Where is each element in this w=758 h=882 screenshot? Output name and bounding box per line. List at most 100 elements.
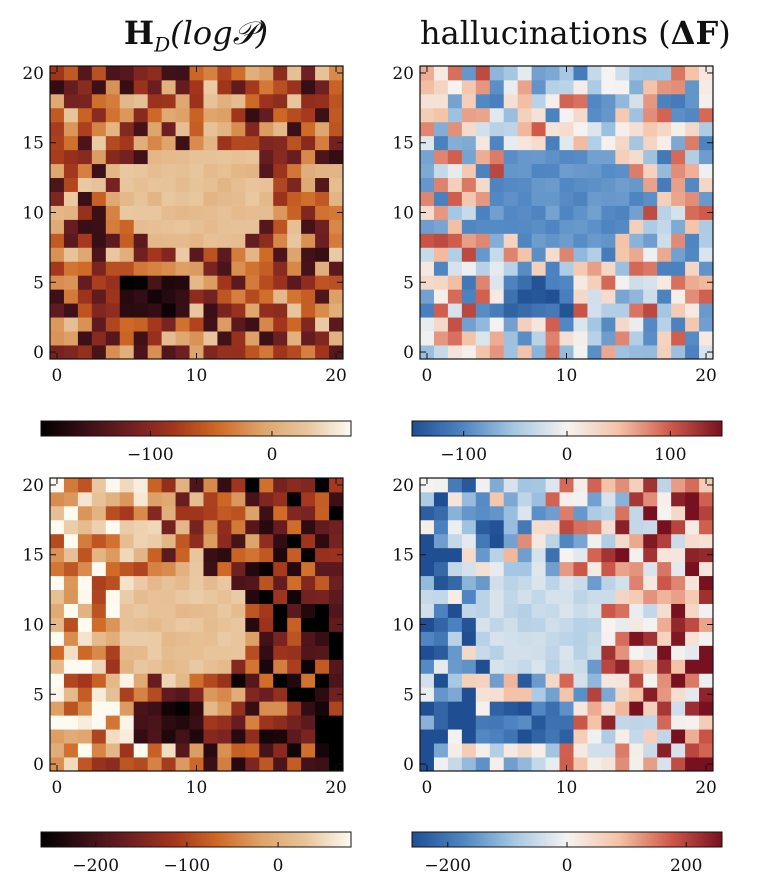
heatmap-cell: [161, 519, 176, 535]
heatmap-cell: [433, 177, 449, 192]
heatmap-cell: [685, 303, 700, 318]
heatmap-cell: [587, 673, 602, 688]
heatmap-cell: [147, 79, 163, 95]
heatmap-cell: [531, 149, 546, 165]
heatmap-cell: [503, 575, 519, 591]
heatmap-cell: [259, 66, 274, 81]
heatmap-cell: [273, 163, 288, 179]
heatmap-cell: [671, 673, 686, 688]
heatmap-cell: [119, 701, 135, 716]
heatmap-cell: [50, 631, 65, 646]
heatmap-cell: [189, 191, 204, 206]
heatmap-cell: [629, 617, 644, 632]
heatmap-cell: [559, 589, 574, 604]
heatmap-cell: [133, 331, 149, 346]
heatmap-cell: [287, 163, 302, 179]
heatmap-cell: [301, 715, 316, 730]
heatmap-cell: [615, 303, 630, 318]
heatmap-cell: [531, 631, 546, 646]
heatmap-cell: [601, 575, 616, 591]
heatmap-cell: [133, 505, 149, 521]
heatmap-cell: [203, 715, 218, 730]
heatmap-cell: [231, 478, 246, 493]
heatmap-cell: [315, 645, 330, 660]
heatmap-cell: [615, 317, 630, 332]
heatmap-cell: [643, 219, 658, 234]
heatmap-cell: [685, 701, 700, 716]
heatmap-cell: [671, 317, 686, 332]
heatmap-cell: [531, 687, 546, 702]
heatmap-cell: [189, 687, 204, 702]
heatmap-cell: [119, 505, 135, 521]
heatmap-cell: [643, 331, 658, 346]
heatmap-cell: [217, 687, 232, 702]
heatmap-cell: [489, 79, 505, 95]
heatmap-cell: [119, 66, 135, 81]
heatmap-cell: [273, 233, 288, 248]
heatmap-cell: [559, 631, 574, 646]
heatmap-cell: [587, 66, 602, 81]
heatmap-cell: [531, 575, 546, 591]
heatmap-cell: [615, 743, 630, 758]
colorbar-gradient: [40, 420, 352, 437]
y-tick-label: 15: [22, 546, 44, 566]
heatmap-cell: [531, 135, 546, 151]
heatmap-cell: [315, 135, 330, 151]
heatmap-cell: [119, 715, 135, 730]
heatmap-cell: [657, 107, 672, 123]
heatmap-cell: [329, 93, 344, 109]
heatmap-cell: [301, 163, 316, 179]
heatmap-cell: [287, 519, 302, 535]
heatmap-cell: [50, 757, 65, 772]
heatmap-cell: [531, 505, 546, 521]
heatmap-cell: [461, 547, 477, 563]
heatmap-cell: [461, 219, 477, 234]
heatmap-cell: [63, 219, 79, 234]
heatmap-cell: [615, 66, 630, 81]
heatmap-cell: [147, 317, 163, 332]
heatmap-cell: [259, 303, 274, 318]
heatmap-cell: [671, 575, 686, 591]
heatmap-cell: [329, 533, 344, 549]
heatmap-cell: [657, 191, 672, 206]
heatmap-cell: [615, 491, 630, 507]
heatmap-cell: [559, 303, 574, 318]
heatmap-cell: [133, 233, 149, 248]
heatmap-cell: [245, 729, 260, 744]
heatmap-cell: [559, 191, 574, 206]
heatmap-cell: [203, 107, 218, 123]
heatmap-cell: [329, 205, 344, 220]
heatmap-cell: [217, 345, 232, 360]
heatmap-cell: [189, 289, 204, 304]
heatmap-cell: [329, 715, 344, 730]
heatmap-cell: [259, 233, 274, 248]
heatmap-cell: [643, 93, 658, 109]
heatmap-cell: [105, 177, 121, 192]
heatmap-cell: [447, 757, 463, 772]
heatmap-cell: [91, 743, 107, 758]
heatmap-cell: [517, 617, 533, 632]
heatmap-cell: [671, 93, 686, 109]
heatmap-cell: [475, 191, 491, 206]
heatmap-cell: [245, 505, 260, 521]
heatmap-cell: [489, 687, 505, 702]
heatmap-cell: [685, 93, 700, 109]
heatmap-cell: [147, 729, 163, 744]
heatmap-cell: [475, 575, 491, 591]
heatmap-cell: [615, 107, 630, 123]
heatmap-cell: [685, 261, 700, 276]
heatmap-cell: [657, 289, 672, 304]
heatmap-cell: [273, 757, 288, 772]
heatmap-cell: [587, 289, 602, 304]
heatmap-cell: [489, 603, 505, 618]
heatmap-cell: [643, 743, 658, 758]
heatmap-cell: [50, 289, 65, 304]
heatmap-cell: [503, 645, 519, 660]
heatmap-cell: [245, 491, 260, 507]
y-tick-label: 20: [22, 476, 44, 496]
heatmap-cell: [475, 135, 491, 151]
heatmap-cell: [273, 617, 288, 632]
heatmap-cell: [301, 603, 316, 618]
heatmap-cell: [461, 303, 477, 318]
heatmap-cell: [573, 219, 588, 234]
